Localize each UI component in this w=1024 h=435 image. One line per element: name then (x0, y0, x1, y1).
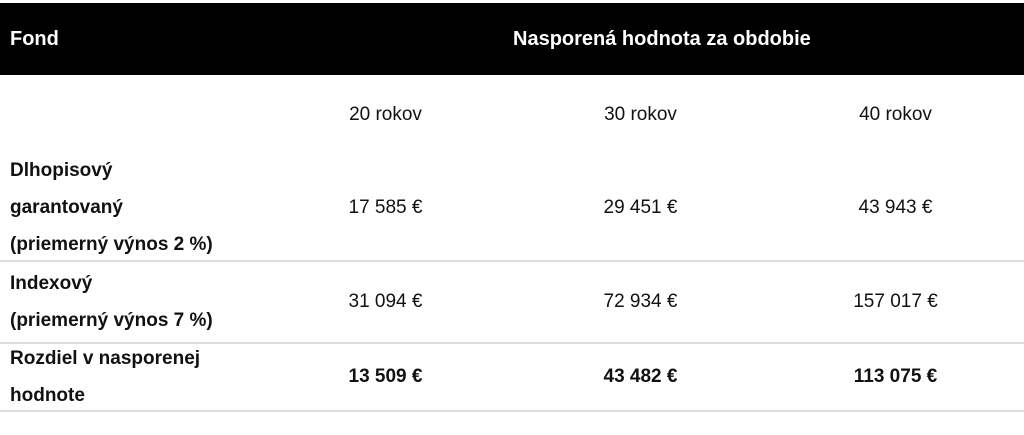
row-label-line: hodnote (10, 385, 85, 406)
cell-value: 157 017 € (853, 291, 938, 312)
cell-value: 31 094 € (348, 291, 423, 312)
header-period: Nasporená hodnota za obdobie (513, 28, 811, 50)
cell-value: 72 934 € (603, 291, 678, 312)
column-header: 40 rokov (859, 104, 932, 125)
column-header: 20 rokov (349, 104, 422, 125)
row-label-line: Indexový (10, 273, 93, 294)
column-header-row: 20 rokov 30 rokov 40 rokov (0, 75, 1024, 155)
row-label: Rozdiel v nasporenej hodnote (10, 340, 200, 414)
table-row: Dlhopisový garantovaný (priemerný výnos 2 … (0, 155, 1024, 262)
row-label-line: (priemerný výnos 2 %) (10, 234, 213, 255)
column-header: 30 rokov (604, 104, 677, 125)
row-label-line: Dlhopisový (10, 160, 113, 181)
table-row: Rozdiel v nasporenej hodnote 13 509 € 43 48… (0, 344, 1024, 412)
row-label: Indexový (priemerný výnos 7 %) (10, 265, 213, 339)
cell-value: 17 585 € (348, 197, 423, 218)
table-row: Indexový (priemerný výnos 7 %) 31 094 € 72 … (0, 262, 1024, 344)
cell-value: 13 509 € (348, 366, 423, 387)
cell-value: 43 943 € (858, 197, 933, 218)
cell-value: 43 482 € (603, 366, 678, 387)
header-bar: Fond Nasporená hodnota za obdobie (0, 3, 1024, 75)
cell-value: 29 451 € (603, 197, 678, 218)
row-label-line: Rozdiel v nasporenej (10, 348, 201, 369)
header-fond: Fond (10, 28, 59, 50)
row-label-line: garantovaný (10, 197, 123, 218)
row-label: Dlhopisový garantovaný (priemerný výnos 2 … (10, 152, 213, 263)
cell-value: 113 075 € (853, 366, 938, 387)
row-label-line: (priemerný výnos 7 %) (10, 310, 213, 331)
